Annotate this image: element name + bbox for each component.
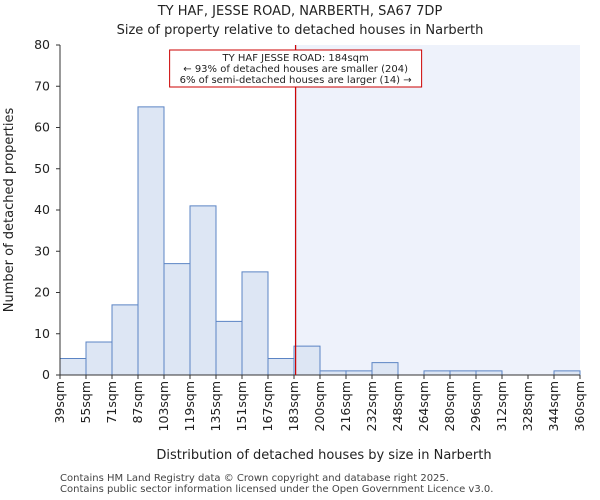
annotation-line-3: 6% of semi-detached houses are larger (1… [180,75,412,86]
y-tick-label: 40 [34,202,50,217]
x-tick-label-232sqm: 232sqm [364,381,379,431]
chart-title: TY HAF, JESSE ROAD, NARBERTH, SA67 7DP [157,4,443,19]
x-tick-label-135sqm: 135sqm [208,381,223,431]
x-tick-label-119sqm: 119sqm [182,381,197,431]
x-ticks: 39sqm 55sqm 71sqm 87sqm 103sqm 119sqm 135sqm 15… [52,375,587,431]
x-axis-label: Distribution of detached houses by size … [156,448,491,463]
bar-55sqm [85,341,113,376]
bar-135sqm [215,320,243,376]
highlight-region [294,45,580,375]
chart-subtitle: Size of property relative to detached ho… [117,23,484,38]
footer-line-1: Contains HM Land Registry data © Crown c… [60,473,449,484]
x-tick-label-55sqm: 55sqm [78,381,93,424]
bar-296sqm [475,370,503,376]
y-tick-label: 70 [34,78,50,93]
x-tick-label-264sqm: 264sqm [416,381,431,431]
bar-280sqm [449,370,477,376]
y-tick-label: 60 [34,120,50,135]
x-tick-label-312sqm: 312sqm [494,381,509,431]
bar-216sqm [345,370,373,376]
y-tick-label: 0 [42,367,50,382]
x-tick-label-344sqm: 344sqm [546,381,561,431]
x-tick-label-296sqm: 296sqm [468,381,483,431]
bar-39sqm [59,358,87,376]
x-tick-label-183sqm: 183sqm [286,381,301,431]
y-tick-label: 80 [34,37,50,52]
bar-344sqm [553,370,581,376]
x-tick-label-248sqm: 248sqm [390,381,405,431]
y-axis-label: Number of detached properties [2,108,17,313]
bar-151sqm [241,271,269,376]
x-tick-label-39sqm: 39sqm [52,381,67,424]
x-tick-label-216sqm: 216sqm [338,381,353,431]
x-tick-label-360sqm: 360sqm [572,381,587,431]
bar-183sqm [293,345,321,376]
bar-87sqm [137,106,165,376]
y-tick-label: 30 [34,243,50,258]
bar-167sqm [267,358,295,376]
y-tick-label: 20 [34,285,50,300]
annotation-box [169,49,423,88]
x-tick-label-167sqm: 167sqm [260,381,275,431]
x-tick-label-151sqm: 151sqm [234,381,249,431]
x-tick-label-103sqm: 103sqm [156,381,171,431]
bar-200sqm [319,370,347,376]
annotation-line-2: ← 93% of detached houses are smaller (20… [183,64,408,75]
y-tick-label: 50 [34,161,50,176]
x-tick-label-87sqm: 87sqm [130,381,145,424]
bar-71sqm [111,304,139,376]
bar-232sqm [371,362,399,376]
x-tick-label-71sqm: 71sqm [104,381,119,424]
y-tick-label: 10 [34,326,50,341]
bar-264sqm [423,370,451,376]
x-tick-label-200sqm: 200sqm [312,381,327,431]
bar-103sqm [163,263,191,376]
bars-group [59,106,581,376]
x-tick-label-328sqm: 328sqm [520,381,535,431]
annotation-line-1: TY HAF JESSE ROAD: 184sqm [221,53,368,64]
x-tick-label-280sqm: 280sqm [442,381,457,431]
y-ticks: 0 10 20 30 40 50 60 70 80 [34,37,60,382]
bar-119sqm [189,205,217,376]
footer-line-2: Contains public sector information licen… [60,484,494,495]
